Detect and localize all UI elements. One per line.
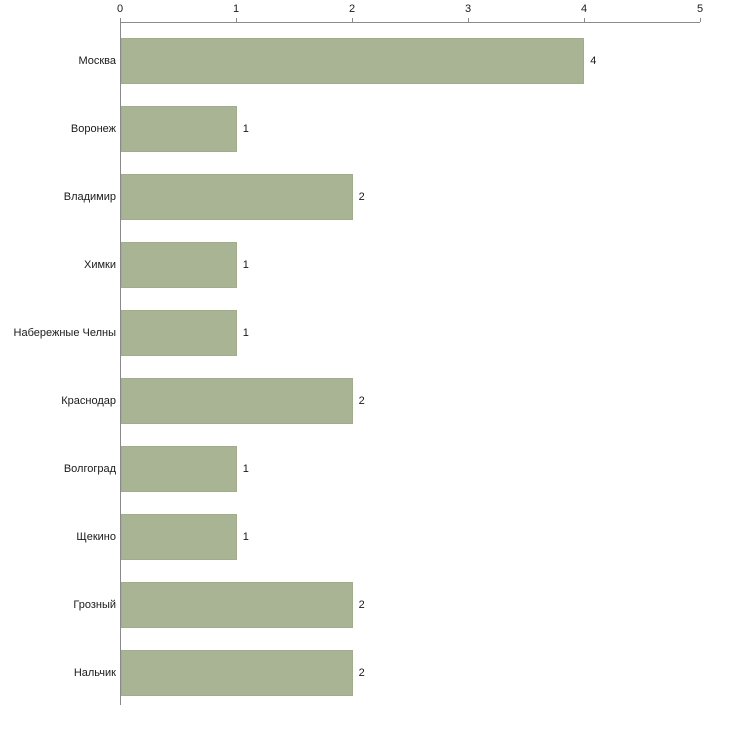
bar-row: Краснодар 2 xyxy=(61,367,700,435)
x-tick-label: 2 xyxy=(348,3,356,15)
bar-row: Грозный 2 xyxy=(73,571,700,639)
value-label: 1 xyxy=(242,123,249,135)
x-tick-mark xyxy=(236,18,237,22)
x-tick-mark xyxy=(700,18,701,22)
value-label: 1 xyxy=(242,531,249,543)
bar xyxy=(121,446,237,492)
bar-row: Москва 4 xyxy=(78,27,700,95)
bar xyxy=(121,378,353,424)
category-label: Волгоград xyxy=(63,463,116,475)
value-label: 2 xyxy=(358,667,365,679)
category-label: Нальчик xyxy=(73,667,116,679)
bar xyxy=(121,310,237,356)
value-label: 4 xyxy=(590,55,597,67)
x-tick-label: 3 xyxy=(464,3,472,15)
y-axis xyxy=(120,22,121,705)
value-label: 1 xyxy=(242,463,249,475)
x-tick-mark xyxy=(352,18,353,22)
x-tick-label: 4 xyxy=(580,3,588,15)
bar-row: Набережные Челны 1 xyxy=(14,299,700,367)
bar xyxy=(121,514,237,560)
x-tick-label: 5 xyxy=(696,3,704,15)
bar-row: Щекино 1 xyxy=(76,503,700,571)
value-label: 2 xyxy=(358,599,365,611)
x-axis: 0 1 2 3 4 5 xyxy=(116,0,704,23)
category-label: Грозный xyxy=(73,599,116,611)
value-label: 2 xyxy=(358,395,365,407)
bar xyxy=(121,582,353,628)
bar-row: Владимир 2 xyxy=(64,163,700,231)
plot-area: Москва 4 Воронеж 1 Владимир 2 Химки 1 Набережные… xyxy=(14,22,700,707)
x-tick-mark xyxy=(468,18,469,22)
x-tick-label: 0 xyxy=(116,3,124,15)
category-label: Химки xyxy=(83,259,116,271)
bar xyxy=(121,174,353,220)
bar-row: Химки 1 xyxy=(84,231,700,299)
bar-row: Нальчик 2 xyxy=(74,639,700,707)
category-label: Краснодар xyxy=(61,395,116,407)
bar xyxy=(121,106,237,152)
category-label: Москва xyxy=(78,55,116,67)
category-label: Набережные Челны xyxy=(13,327,116,339)
category-label: Владимир xyxy=(63,191,116,203)
x-tick-label: 1 xyxy=(232,3,240,15)
value-label: 2 xyxy=(358,191,365,203)
value-label: 1 xyxy=(242,327,249,339)
bar xyxy=(121,650,353,696)
bar xyxy=(121,242,237,288)
x-tick-mark xyxy=(584,18,585,22)
bar-row: Волгоград 1 xyxy=(64,435,700,503)
x-tick-mark xyxy=(120,18,121,22)
bar-row: Воронеж 1 xyxy=(71,95,700,163)
category-label: Воронеж xyxy=(70,123,116,135)
value-label: 1 xyxy=(242,259,249,271)
category-label: Щекино xyxy=(76,531,116,543)
bar xyxy=(121,38,585,84)
